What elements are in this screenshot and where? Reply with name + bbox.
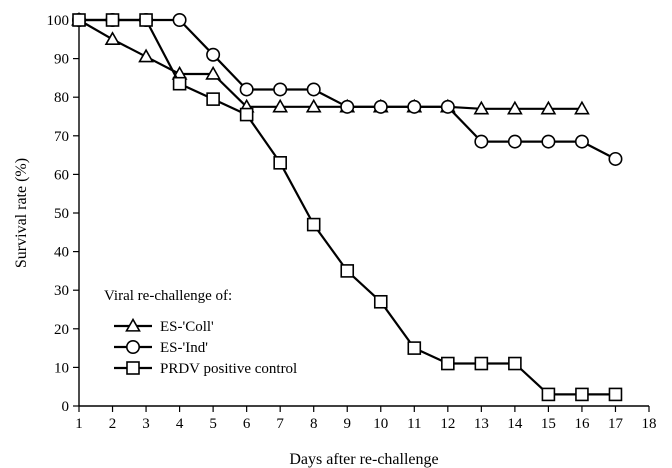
series-square (73, 14, 621, 400)
legend-entry: PRDV positive control (114, 361, 297, 377)
data-point-square (609, 388, 621, 400)
data-point-square (73, 14, 85, 26)
y-tick-label: 30 (54, 283, 69, 299)
data-point-circle (375, 101, 387, 113)
x-tick-label: 1 (75, 416, 83, 432)
y-tick-label: 60 (54, 167, 69, 183)
data-point-circle (475, 135, 487, 147)
x-tick-label: 10 (373, 416, 388, 432)
legend: Viral re-challenge of: ES-'Coll' ES-'Ind'… (104, 288, 297, 377)
x-tick-label: 12 (440, 416, 455, 432)
x-tick-label: 6 (243, 416, 251, 432)
y-tick-label: 0 (62, 399, 70, 415)
data-point-square (274, 157, 286, 169)
legend-label: PRDV positive control (160, 361, 297, 377)
x-tick-label: 16 (574, 416, 590, 432)
x-tick-label: 15 (541, 416, 556, 432)
data-point-circle (542, 135, 554, 147)
x-tick-label: 9 (343, 416, 351, 432)
legend-entry: ES-'Coll' (114, 319, 214, 335)
y-tick-label: 40 (54, 245, 69, 261)
data-point-square (107, 14, 119, 26)
x-tick-label: 5 (209, 416, 217, 432)
legend-marker-square (127, 362, 139, 374)
data-point-square (442, 358, 454, 370)
data-point-circle (308, 83, 320, 95)
x-tick-label: 14 (507, 416, 523, 432)
data-point-circle (509, 135, 521, 147)
x-tick-label: 4 (176, 416, 184, 432)
series-line (79, 20, 616, 394)
data-point-circle (207, 49, 219, 61)
x-tick-label: 11 (407, 416, 421, 432)
series-line (79, 20, 616, 159)
x-tick-label: 3 (142, 416, 150, 432)
data-point-square (375, 296, 387, 308)
data-point-circle (173, 14, 185, 26)
data-point-circle (408, 101, 420, 113)
legend-title: Viral re-challenge of: (104, 288, 232, 304)
legend-marker-circle (127, 341, 139, 353)
x-tick-label: 13 (474, 416, 489, 432)
data-point-square (509, 358, 521, 370)
data-point-circle (240, 83, 252, 95)
data-point-square (140, 14, 152, 26)
data-point-triangle (106, 33, 119, 44)
y-tick-label: 50 (54, 206, 69, 222)
y-axis-title: Survival rate (%) (13, 158, 30, 268)
data-point-square (475, 358, 487, 370)
data-point-circle (341, 101, 353, 113)
data-point-square (241, 109, 253, 121)
series-line (79, 20, 582, 109)
x-axis-title: Days after re-challenge (289, 451, 438, 468)
data-point-square (207, 93, 219, 105)
x-tick-label: 2 (109, 416, 117, 432)
series-layer (73, 14, 622, 401)
y-tick-label: 70 (54, 129, 69, 145)
legend-entry: ES-'Ind' (114, 340, 208, 356)
legend-label: ES-'Ind' (160, 340, 208, 356)
data-point-square (341, 265, 353, 277)
data-point-circle (442, 101, 454, 113)
data-point-square (408, 342, 420, 354)
y-tick-label: 90 (54, 52, 69, 68)
legend-label: ES-'Coll' (160, 319, 214, 335)
data-point-square (542, 388, 554, 400)
x-tick-label: 18 (642, 416, 657, 432)
x-tick-label: 8 (310, 416, 318, 432)
data-point-square (308, 219, 320, 231)
data-point-circle (609, 153, 621, 165)
data-point-circle (576, 135, 588, 147)
x-tick-label: 7 (276, 416, 284, 432)
y-tick-label: 20 (54, 322, 69, 338)
x-tick-label: 17 (608, 416, 624, 432)
data-point-triangle (140, 50, 153, 61)
data-point-square (576, 388, 588, 400)
y-tick-label: 100 (47, 13, 70, 29)
data-point-circle (274, 83, 286, 95)
y-tick-label: 80 (54, 90, 69, 106)
data-point-square (174, 78, 186, 90)
y-tick-label: 10 (54, 360, 69, 376)
